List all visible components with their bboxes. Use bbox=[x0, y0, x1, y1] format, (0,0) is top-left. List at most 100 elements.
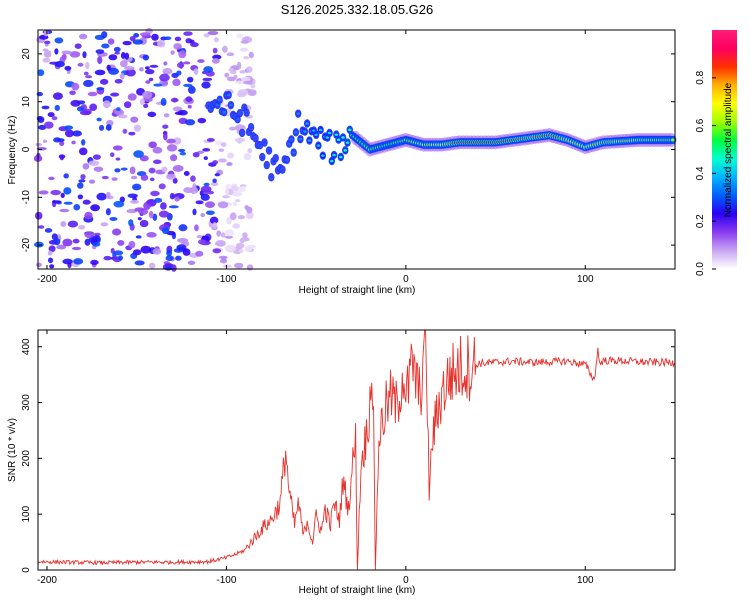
spectrogram-noise-blob bbox=[240, 185, 246, 192]
spectrogram-noise-blob bbox=[195, 200, 204, 205]
spectrogram-noise-blob bbox=[127, 93, 137, 101]
spectrogram-y-tick-label: -20 bbox=[21, 237, 32, 252]
spectrogram-noise-blob bbox=[129, 36, 136, 42]
spectrogram-noise-blob bbox=[182, 61, 191, 65]
spectrogram-noise-blob bbox=[222, 45, 228, 53]
spectrogram-noise-blob bbox=[90, 204, 100, 212]
spectrogram-noise-blob bbox=[43, 121, 54, 129]
spectrogram-noise-blob bbox=[214, 173, 220, 177]
spectrogram-noise-blob bbox=[125, 68, 136, 77]
spectrogram-noise-blob bbox=[148, 141, 157, 149]
spectrogram-noise-blob bbox=[183, 31, 193, 36]
spectrogram-plot-area bbox=[38, 30, 675, 269]
spectrogram-noise-blob bbox=[52, 92, 63, 100]
spectrogram-noise-blob bbox=[129, 199, 140, 204]
spectrogram-noise-blob bbox=[105, 124, 112, 131]
spectrogram-y-axis-title: Frequency (Hz) bbox=[7, 116, 18, 185]
spectrogram-noise-blob bbox=[41, 105, 50, 110]
spectrogram-noise-blob bbox=[160, 98, 167, 106]
spectrogram-noise-blob bbox=[110, 152, 115, 158]
spectrogram-ridge-core bbox=[325, 136, 330, 139]
spectrogram-noise-blob bbox=[124, 52, 130, 60]
spectrogram-noise-blob bbox=[108, 54, 118, 61]
spectrogram-noise-blob bbox=[146, 200, 153, 204]
spectrogram-noise-blob bbox=[72, 130, 82, 137]
spectrogram-noise-blob bbox=[197, 59, 205, 63]
spectrogram-noise-blob bbox=[67, 220, 79, 228]
spectrogram-noise-blob bbox=[212, 178, 217, 183]
spectrogram-noise-blob bbox=[44, 40, 51, 45]
spectrogram-ridge-core bbox=[280, 168, 285, 171]
spectrogram-noise-blob bbox=[240, 40, 249, 44]
spectrogram-noise-blob bbox=[48, 245, 56, 253]
spectrogram-noise-blob bbox=[205, 201, 216, 209]
spectrogram-noise-blob bbox=[183, 187, 193, 194]
spectrogram-noise-blob bbox=[69, 90, 76, 96]
spectrogram-noise-blob bbox=[48, 257, 54, 264]
spectrogram-noise-blob bbox=[193, 68, 199, 75]
spectrogram-noise-blob bbox=[153, 83, 163, 87]
spectrogram-noise-blob bbox=[139, 67, 144, 72]
spectrogram-ridge-core bbox=[273, 156, 278, 160]
spectrogram-noise-blob bbox=[103, 255, 112, 261]
spectrogram-noise-blob bbox=[135, 235, 142, 239]
spectrogram-noise-blob bbox=[212, 248, 222, 254]
spectrogram-noise-blob bbox=[122, 128, 128, 134]
spectrogram-noise-blob bbox=[74, 43, 82, 49]
spectrogram-noise-blob bbox=[168, 205, 179, 209]
spectrogram-noise-blob bbox=[113, 46, 121, 52]
spectrogram-noise-blob bbox=[132, 39, 144, 45]
spectrogram-noise-blob bbox=[142, 90, 153, 99]
spectrogram-noise-blob bbox=[232, 201, 237, 207]
spectrogram-noise-blob bbox=[102, 100, 111, 109]
spectrogram-noise-blob bbox=[92, 154, 101, 160]
spectrogram-ridge-core bbox=[343, 149, 348, 152]
spectrogram-noise-blob bbox=[106, 64, 111, 71]
spectrogram-ridge-core bbox=[217, 98, 222, 102]
spectrogram-ridge-core bbox=[338, 155, 343, 159]
spectrogram-noise-blob bbox=[183, 171, 190, 176]
spectrogram-noise-blob bbox=[217, 201, 229, 209]
spectrogram-noise-blob bbox=[227, 152, 235, 159]
spectrogram-ridge-core bbox=[327, 131, 332, 135]
spectrogram-noise-blob bbox=[96, 192, 107, 201]
spectrogram-noise-blob bbox=[203, 66, 214, 73]
spectrogram-noise-blob bbox=[165, 266, 172, 271]
spectrogram-noise-blob bbox=[156, 39, 166, 48]
spectrogram-noise-blob bbox=[133, 32, 140, 38]
spectrogram-noise-blob bbox=[111, 177, 118, 181]
spectrogram-noise-blob bbox=[95, 49, 105, 54]
spectrogram-ridge-core bbox=[226, 93, 231, 97]
spectrogram-noise-blob bbox=[216, 230, 222, 237]
spectrogram-noise-blob bbox=[122, 40, 132, 46]
spectrogram-noise-blob bbox=[222, 264, 232, 268]
spectrogram-noise-blob bbox=[203, 182, 210, 187]
spectrogram-noise-blob bbox=[225, 229, 235, 237]
spectrogram-noise-blob bbox=[142, 54, 150, 61]
spectrogram-noise-blob bbox=[212, 47, 218, 54]
spectrogram-noise-blob bbox=[101, 43, 110, 49]
spectrogram-noise-blob bbox=[192, 151, 200, 158]
spectrogram-noise-blob bbox=[182, 248, 191, 256]
spectrogram-noise-blob bbox=[64, 129, 74, 138]
spectrogram-noise-blob bbox=[176, 244, 187, 251]
spectrogram-noise-blob bbox=[54, 61, 65, 68]
snr-frame bbox=[37, 329, 676, 571]
spectrogram-noise-blob bbox=[96, 117, 102, 122]
spectrogram-noise-blob bbox=[163, 61, 168, 66]
spectrogram-noise-blob bbox=[118, 114, 128, 119]
spectrogram-noise-blob bbox=[132, 249, 142, 256]
spectrogram-noise-blob bbox=[78, 33, 88, 40]
spectrogram-noise-blob bbox=[85, 61, 90, 70]
spectrogram-noise-blob bbox=[173, 43, 182, 50]
spectrogram-noise-blob bbox=[83, 79, 94, 88]
spectrogram-y-axis: -20 -10 0 10 20 bbox=[21, 48, 675, 252]
spectrogram-noise-blob bbox=[220, 232, 226, 238]
spectrogram-noise-blob bbox=[148, 167, 156, 174]
spectrogram-noise-blob bbox=[247, 148, 253, 154]
spectrogram-ridge-core bbox=[242, 106, 247, 110]
spectrogram-ridge-core bbox=[269, 175, 274, 179]
spectrogram-ridge-core bbox=[247, 130, 251, 134]
spectrogram-noise-blob bbox=[112, 228, 122, 236]
spectrogram-noise-blob bbox=[77, 194, 84, 200]
